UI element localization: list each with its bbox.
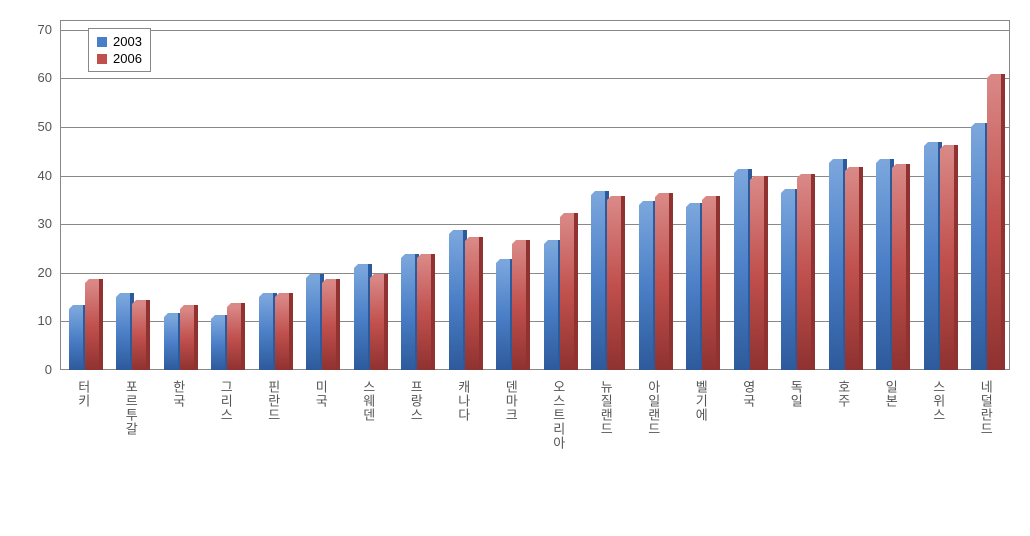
x-tick-label: 뉴질랜드 (596, 380, 615, 436)
bar-2006 (560, 217, 574, 370)
bar-2003 (591, 195, 605, 370)
bar-2006 (940, 149, 954, 370)
bar-2003 (639, 205, 653, 370)
legend-item: 2006 (97, 50, 142, 67)
legend-item: 2003 (97, 33, 142, 50)
bar-2003 (924, 146, 938, 370)
bar-2003 (449, 234, 463, 370)
bar-2006 (797, 178, 811, 370)
legend-label: 2006 (113, 51, 142, 66)
legend-swatch (97, 54, 107, 64)
legend-swatch (97, 37, 107, 47)
bar-2006 (370, 278, 384, 370)
legend: 2003 2006 (88, 28, 151, 72)
x-tick-label: 덴마크 (501, 380, 520, 422)
bar-2006 (512, 244, 526, 370)
bar-2006 (227, 307, 241, 370)
bar-2006 (845, 171, 859, 370)
x-tick-label: 한국 (169, 380, 188, 408)
bar-2006 (132, 304, 146, 370)
bar-2006 (750, 180, 764, 370)
bar-2003 (876, 163, 890, 370)
bar-2003 (354, 268, 368, 370)
bar-chart: 010203040506070 터키포르투갈한국그리스핀란드미국스웨덴프랑스캐나… (0, 0, 1030, 536)
bar-2003 (734, 173, 748, 370)
x-tick-label: 그리스 (216, 380, 235, 422)
bar-2003 (306, 278, 320, 370)
bar-2003 (781, 193, 795, 370)
bar-2006 (322, 283, 336, 371)
bar-2006 (465, 241, 479, 370)
legend-label: 2003 (113, 34, 142, 49)
bar-2006 (702, 200, 716, 370)
x-tick-label: 스위스 (929, 380, 948, 422)
x-tick-label: 영국 (739, 380, 758, 408)
x-tick-label: 미국 (311, 380, 330, 408)
x-tick-label: 독일 (786, 380, 805, 408)
x-tick-label: 오스트리아 (549, 380, 568, 450)
x-tick-label: 스웨덴 (359, 380, 378, 422)
bar-2006 (417, 258, 431, 370)
bar-2003 (686, 207, 700, 370)
x-tick-label: 프랑스 (406, 380, 425, 422)
bar-2003 (211, 319, 225, 370)
bar-2006 (180, 309, 194, 370)
bar-2003 (69, 309, 83, 370)
x-tick-label: 아일랜드 (644, 380, 663, 436)
bar-2003 (544, 244, 558, 370)
bar-2003 (259, 297, 273, 370)
bar-2006 (892, 168, 906, 370)
bar-2006 (607, 200, 621, 370)
x-tick-label: 일본 (881, 380, 900, 408)
bar-2006 (655, 197, 669, 370)
x-tick-label: 네덜란드 (976, 380, 995, 436)
x-tick-label: 핀란드 (264, 380, 283, 422)
bar-2003 (496, 263, 510, 370)
x-tick-label: 호주 (834, 380, 853, 408)
bar-2003 (829, 163, 843, 370)
bar-2003 (971, 127, 985, 370)
x-tick-label: 벨기에 (691, 380, 710, 422)
x-tick-label: 터키 (74, 380, 93, 408)
bar-2003 (164, 317, 178, 370)
bar-2006 (987, 78, 1001, 370)
bar-2006 (85, 283, 99, 371)
bar-2006 (275, 297, 289, 370)
bars-layer (0, 0, 1030, 536)
bar-2003 (116, 297, 130, 370)
x-tick-label: 캐나다 (454, 380, 473, 422)
x-tick-label: 포르투갈 (121, 380, 140, 436)
bar-2003 (401, 258, 415, 370)
